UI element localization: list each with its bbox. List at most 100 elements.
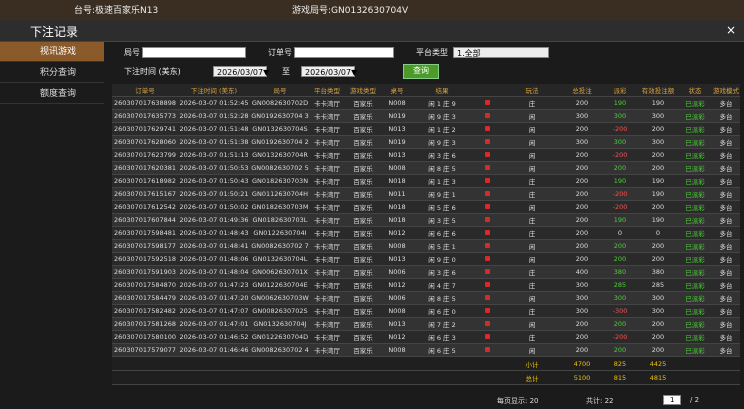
video-icon [484,282,490,287]
cell: 300 [638,304,678,318]
cell: GN0082630702 4 [250,343,310,357]
cell: 200 [638,239,678,253]
cell: 2026-03-07 01:47:07 [178,304,250,318]
platform-select[interactable]: 1.全部 [453,47,549,58]
cell: 300 [602,109,638,123]
cell: 百家乐 [344,135,382,149]
cell: 卡卡湾厅 [310,174,344,188]
cell: 260307017635773 [112,109,178,123]
round-input[interactable] [142,47,246,58]
cell [472,226,502,240]
cell: 300 [562,135,602,149]
record-row: 260307017612542 2026-03-07 01:50:02 GN0182… [112,200,740,214]
cell: 260307017592518 [112,252,178,266]
cell: 2026-03-07 01:50:02 [178,200,250,214]
cell: 庄 [502,265,562,279]
cell: 闲 5 庄 6 [412,200,472,214]
label: 至 [282,67,290,76]
cell: 260307017584479 [112,291,178,305]
cell: 300 [638,135,678,149]
cell: N018 [382,200,412,214]
column-header: 玩法 [502,84,562,97]
cell: 闲 [502,135,562,149]
table-no: 台号:极速百家乐N13 [74,6,159,16]
cell: 庄 [502,213,562,227]
cell: GN0132630704J [250,317,310,331]
video-icon [484,256,490,261]
close-button[interactable]: × [725,23,736,37]
cell: 190 [638,96,678,110]
cell: 260307017612542 [112,200,178,214]
cell: 已派彩 [678,96,712,110]
cell: 260307017607844 [112,213,178,227]
cell: 200 [638,343,678,357]
round-no: 游戏局号:GN0132630704V [292,6,409,16]
cell: 已派彩 [678,122,712,136]
cell [472,343,502,357]
video-icon [484,204,490,209]
video-icon [484,269,490,274]
cell: 200 [602,161,638,175]
date-from[interactable]: 2026/03/07▼ [213,66,269,77]
cell: N013 [382,252,412,266]
cell: 200 [638,317,678,331]
video-icon [484,217,490,222]
cell: 闲 7 庄 2 [412,317,472,331]
cell: 已派彩 [678,174,712,188]
cell: 闲 6 庄 6 [412,226,472,240]
cell [310,370,344,385]
menu-item[interactable]: 积分查询 [0,63,104,83]
cell [412,370,472,385]
cell: GN0132630704L [250,252,310,266]
query-button[interactable]: 查询 [403,64,439,79]
summary-row: 总计 5100 815 4815 [112,370,740,385]
cell: 2026-03-07 01:52:45 [178,96,250,110]
cell: N018 [382,213,412,227]
cell: 庄 [502,174,562,188]
cell [412,356,472,371]
date-to[interactable]: 2026/03/07▼ [301,66,357,77]
record-row: 260307017615167 2026-03-07 01:50:21 GN0112… [112,187,740,201]
cell: 闲 6 庄 5 [412,343,472,357]
modal-title: 下注记录 [30,25,79,39]
cell: 闲 [502,161,562,175]
cell: 卡卡湾厅 [310,330,344,344]
column-header: 有效投注额 [638,84,678,97]
cell: 多台 [712,265,740,279]
menu-item[interactable]: 视讯游戏 [0,42,104,62]
cell: 200 [562,187,602,201]
cell: GN0192630704 2 [250,135,310,149]
page-count: / 2 [690,396,700,404]
cell [472,370,502,385]
video-icon [484,295,490,300]
page-input[interactable]: 1 [663,395,682,405]
cell: N013 [382,317,412,331]
cell [472,161,502,175]
cell: 已派彩 [678,213,712,227]
cell: 百家乐 [344,239,382,253]
record-row: 260307017591903 2026-03-07 01:48:04 GN0062… [112,265,740,279]
menu-item[interactable]: 额度查询 [0,84,104,104]
cell: 多台 [712,330,740,344]
cell: N011 [382,187,412,201]
cell: N019 [382,135,412,149]
cell: 卡卡湾厅 [310,109,344,123]
cell: 百家乐 [344,122,382,136]
cell [472,122,502,136]
cell: 300 [562,291,602,305]
cell: N019 [382,109,412,123]
cell: 已派彩 [678,265,712,279]
order-input[interactable] [294,47,394,58]
cell: 已派彩 [678,187,712,201]
cell: 卡卡湾厅 [310,343,344,357]
cell: 已派彩 [678,343,712,357]
record-row: 260307017584870 2026-03-07 01:47:23 GN0122… [112,278,740,292]
cell: 多台 [712,96,740,110]
cell: 2026-03-07 01:48:41 [178,239,250,253]
cell: 300 [562,278,602,292]
cell: N006 [382,265,412,279]
cell: 0 [602,226,638,240]
cell: 庄 [502,226,562,240]
cell: 总计 [502,370,562,385]
cell: 闲 3 庄 6 [412,265,472,279]
